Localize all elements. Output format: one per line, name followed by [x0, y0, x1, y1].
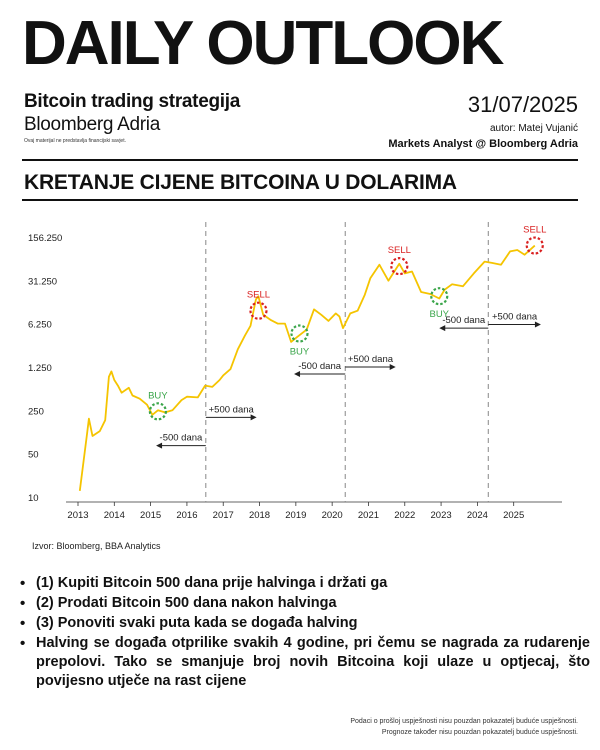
y-tick-label: 250 — [28, 406, 44, 417]
y-tick-label: 31.250 — [28, 276, 57, 287]
x-tick-label: 2014 — [104, 510, 125, 521]
x-tick-label: 2018 — [249, 510, 270, 521]
arrow-head — [389, 363, 396, 370]
page-title: DAILY OUTLOOK — [22, 9, 504, 78]
divider-top — [22, 159, 578, 161]
signal-marker — [148, 402, 167, 421]
arrow-label: +500 dana — [492, 311, 538, 322]
y-tick-label: 10 — [28, 493, 39, 504]
bitcoin-price-line — [78, 244, 536, 492]
footer-disclaimer-2: Prognoze također nisu pouzdan pokazatelj… — [381, 729, 578, 736]
arrow-head — [294, 371, 301, 378]
x-tick-label: 2023 — [431, 510, 452, 521]
signal-label: BUY — [290, 347, 310, 358]
arrow-head — [534, 321, 541, 328]
x-tick-label: 2025 — [503, 510, 524, 521]
arrow-label: +500 dana — [348, 354, 394, 365]
y-tick-label: 156.250 — [28, 233, 62, 244]
signal-label: SELL — [388, 245, 411, 256]
divider-bottom — [22, 199, 578, 201]
author-line: autor: Matej Vujanić — [489, 123, 578, 134]
y-tick-label: 50 — [28, 450, 39, 461]
arrow-head — [439, 325, 446, 332]
x-tick-label: 2022 — [394, 510, 415, 521]
arrow-head — [156, 442, 163, 449]
y-tick-label: 1.250 — [28, 363, 52, 374]
chart-source: Izvor: Bloomberg, BBA Analytics — [32, 541, 161, 551]
arrow-label: -500 dana — [442, 315, 486, 326]
signal-label: SELL — [247, 290, 270, 301]
author-role: Markets Analyst @ Bloomberg Adria — [388, 138, 578, 150]
small-disclaimer: Ovaj materijal ne predstavlja financijsk… — [24, 138, 126, 144]
bitcoin-price-chart: 10 50 250 1.250 6.250 31.250 156.250 2013 2014 20… — [28, 222, 562, 521]
x-tick-label: 2021 — [358, 510, 379, 521]
signal-marker — [290, 324, 309, 343]
arrow-label: -500 dana — [160, 433, 204, 444]
x-tick-label: 2019 — [285, 510, 306, 521]
x-tick-label: 2024 — [467, 510, 488, 521]
bullet-item: (3) Ponoviti svaki puta kada se događa h… — [18, 614, 590, 633]
strategy-bullet-list: (1) Kupiti Bitcoin 500 dana prije halvin… — [18, 574, 590, 692]
bullet-item: (2) Prodati Bitcoin 500 dana nakon halvi… — [18, 594, 590, 613]
arrow-label: +500 dana — [209, 404, 255, 415]
brand-name: Bloomberg Adria — [24, 114, 160, 135]
signal-marker — [430, 287, 449, 306]
arrow-head — [250, 414, 257, 421]
signal-marker — [525, 236, 544, 255]
arrow-label: -500 dana — [298, 361, 342, 372]
section-title: KRETANJE CIJENE BITCOINA U DOLARIMA — [24, 171, 457, 194]
report-subtitle: Bitcoin trading strategija — [24, 91, 241, 112]
x-tick-label: 2016 — [176, 510, 197, 521]
signal-label: BUY — [148, 390, 168, 401]
signal-marker — [390, 257, 409, 276]
bullet-item: Halving se događa otprilike svakih 4 god… — [18, 634, 590, 691]
x-tick-label: 2013 — [67, 510, 88, 521]
footer-disclaimer-1: Podaci o prošlој uspješnosti nisu pouzda… — [350, 718, 578, 725]
y-tick-label: 6.250 — [28, 320, 52, 331]
x-tick-label: 2017 — [213, 510, 234, 521]
report-date: 31/07/2025 — [467, 92, 578, 117]
bullet-item: (1) Kupiti Bitcoin 500 dana prije halvin… — [18, 574, 590, 593]
x-tick-label: 2020 — [322, 510, 343, 521]
signal-marker — [249, 301, 268, 320]
x-tick-label: 2015 — [140, 510, 161, 521]
signal-label: BUY — [429, 309, 449, 320]
signal-label: SELL — [523, 225, 546, 236]
